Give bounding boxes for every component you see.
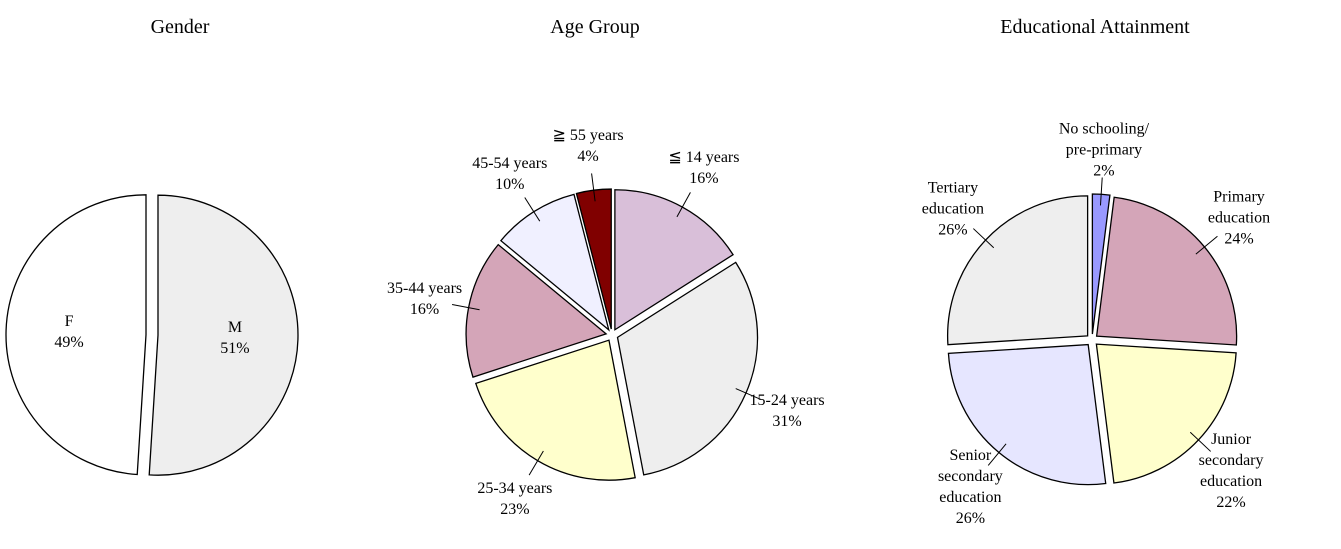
- leader-line: [676, 192, 691, 218]
- value-label: 10%: [495, 175, 525, 193]
- value-label: 4%: [577, 147, 599, 165]
- leader-line: [972, 228, 995, 249]
- category-label: ≧ 55 years: [552, 126, 624, 144]
- value-label: 49%: [54, 334, 84, 352]
- leader-line: [987, 443, 1007, 466]
- pie-slice: [148, 194, 299, 476]
- slice-label: Senior secondary education 26%: [920, 445, 1020, 529]
- value-label: 26%: [938, 221, 968, 239]
- value-label: 24%: [1224, 230, 1254, 248]
- slice-label: ≦ 14 years 16%: [654, 147, 754, 189]
- slice-label: Tertiary education 26%: [903, 178, 1003, 241]
- value-label: 16%: [689, 169, 719, 187]
- category-label: Junior secondary education: [1198, 430, 1264, 490]
- slice-label: No schooling/ pre-primary 2%: [1054, 118, 1154, 181]
- slice-label: Primary education 24%: [1189, 187, 1289, 250]
- slice-label: F 49%: [19, 311, 119, 353]
- value-label: 16%: [409, 301, 440, 319]
- value-label: 31%: [772, 412, 802, 430]
- value-label: 2%: [1093, 162, 1115, 180]
- leader-line: [1099, 177, 1103, 206]
- category-label: ≦ 14 years: [668, 148, 740, 166]
- slice-label: 35-44 years 16%: [375, 278, 475, 320]
- slice-label: M 51%: [185, 317, 285, 359]
- category-label: 35-44 years: [387, 280, 463, 298]
- chart-title: Age Group: [550, 16, 640, 38]
- category-label: Tertiary education: [921, 179, 984, 218]
- leader-line: [1189, 431, 1212, 452]
- slice-label: ≧ 55 years 4%: [538, 125, 638, 167]
- category-label: 45-54 years: [472, 154, 548, 172]
- category-label: 15-24 years: [749, 391, 825, 409]
- category-label: Primary education: [1207, 188, 1271, 227]
- category-label: No schooling/ pre-primary: [1058, 120, 1150, 159]
- slice-label: Junior secondary education 22%: [1181, 429, 1281, 513]
- category-label: M: [227, 318, 243, 336]
- category-label: Senior secondary education: [937, 447, 1003, 506]
- value-label: 51%: [220, 339, 250, 357]
- leader-line: [524, 197, 541, 222]
- leader-line: [528, 450, 544, 476]
- slice-label: 45-54 years 10%: [460, 153, 560, 195]
- chart-title: Gender: [150, 16, 210, 38]
- category-label: 25-34 years: [477, 480, 553, 498]
- pie-slice: [5, 194, 147, 476]
- slice-label: 15-24 years 31%: [737, 390, 837, 432]
- slice-label: 25-34 years 23%: [465, 478, 565, 520]
- chart-title: Educational Attainment: [1000, 16, 1190, 38]
- category-label: F: [64, 313, 74, 331]
- leader-line: [591, 173, 596, 202]
- leader-line: [735, 388, 762, 401]
- value-label: 26%: [955, 510, 986, 527]
- leader-line: [451, 304, 480, 311]
- value-label: 22%: [1216, 493, 1246, 511]
- value-label: 23%: [500, 501, 530, 519]
- leader-line: [1195, 235, 1218, 255]
